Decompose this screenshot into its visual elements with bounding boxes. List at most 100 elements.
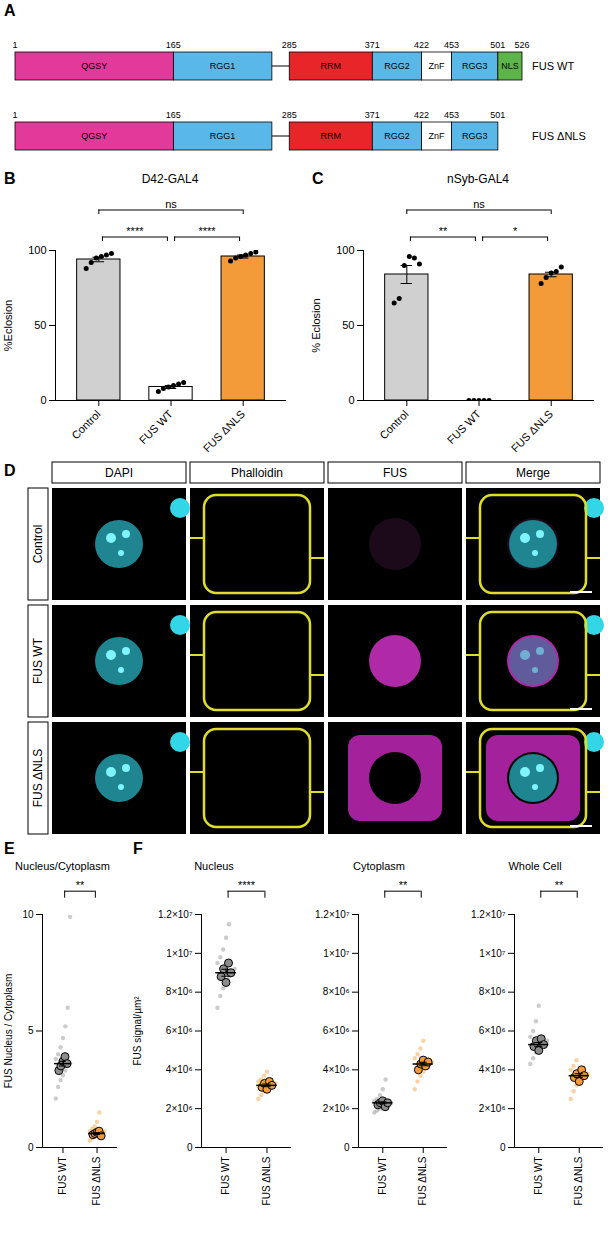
- svg-text:**: **: [555, 879, 564, 891]
- svg-text:Control: Control: [377, 408, 411, 442]
- svg-text:****: ****: [126, 225, 144, 237]
- svg-text:FUS ΔNLS: FUS ΔNLS: [201, 408, 248, 455]
- svg-text:1×10⁷: 1×10⁷: [166, 948, 193, 959]
- svg-text:FUS WT: FUS WT: [377, 1157, 388, 1195]
- svg-text:1: 1: [12, 40, 17, 50]
- svg-text:QGSY: QGSY: [81, 61, 107, 71]
- svg-text:100: 100: [28, 244, 46, 256]
- svg-text:FUS ΔNLS: FUS ΔNLS: [261, 1156, 272, 1205]
- svg-text:50: 50: [34, 319, 46, 331]
- svg-text:453: 453: [444, 40, 459, 50]
- svg-text:Merge: Merge: [516, 466, 550, 480]
- svg-text:ns: ns: [165, 198, 177, 210]
- svg-text:%Eclosion: %Eclosion: [2, 300, 14, 351]
- svg-text:285: 285: [282, 40, 297, 50]
- svg-text:**: **: [76, 879, 85, 891]
- svg-text:ZnF: ZnF: [429, 131, 446, 141]
- svg-text:4×10⁶: 4×10⁶: [166, 1064, 193, 1075]
- svg-text:Control: Control: [31, 525, 45, 564]
- svg-text:1.2×10⁷: 1.2×10⁷: [315, 909, 350, 920]
- svg-text:165: 165: [166, 40, 181, 50]
- svg-text:RRM: RRM: [321, 131, 342, 141]
- svg-text:0: 0: [344, 1142, 350, 1153]
- svg-text:371: 371: [365, 110, 380, 120]
- svg-text:FUS ΔNLS: FUS ΔNLS: [31, 749, 45, 808]
- svg-text:RGG1: RGG1: [210, 131, 236, 141]
- svg-text:ZnF: ZnF: [429, 61, 446, 71]
- svg-text:1: 1: [12, 110, 17, 120]
- svg-text:D: D: [4, 462, 16, 479]
- svg-text:165: 165: [166, 110, 181, 120]
- svg-text:QGSY: QGSY: [81, 131, 107, 141]
- svg-text:8×10⁶: 8×10⁶: [479, 986, 506, 997]
- svg-text:FUS signal/µm²: FUS signal/µm²: [132, 996, 143, 1066]
- svg-text:1×10⁷: 1×10⁷: [479, 948, 506, 959]
- svg-text:RGG2: RGG2: [384, 131, 410, 141]
- svg-text:****: ****: [199, 225, 217, 237]
- svg-text:526: 526: [514, 40, 529, 50]
- svg-text:RRM: RRM: [321, 61, 342, 71]
- svg-text:*: *: [513, 225, 518, 237]
- svg-text:5: 5: [28, 1025, 34, 1036]
- html-text:nSyb-GAL4: nSyb-GAL4: [447, 172, 509, 186]
- html-text:B: B: [4, 170, 16, 187]
- svg-text:FUS WT: FUS WT: [31, 637, 45, 684]
- svg-text:FUS Nucleus / Cytoplasm: FUS Nucleus / Cytoplasm: [3, 974, 14, 1088]
- svg-text:FUS ΔNLS: FUS ΔNLS: [509, 408, 556, 455]
- svg-text:2×10⁶: 2×10⁶: [323, 1103, 350, 1114]
- svg-text:6×10⁶: 6×10⁶: [323, 1025, 350, 1036]
- svg-text:1.2×10⁷: 1.2×10⁷: [471, 909, 506, 920]
- svg-text:FUS ΔNLS: FUS ΔNLS: [573, 1156, 584, 1205]
- svg-text:**: **: [399, 879, 408, 891]
- svg-text:RGG1: RGG1: [210, 61, 236, 71]
- svg-text:371: 371: [365, 40, 380, 50]
- svg-text:Control: Control: [69, 408, 103, 442]
- svg-text:A: A: [4, 2, 16, 19]
- svg-text:FUS: FUS: [383, 466, 407, 480]
- svg-text:1×10⁷: 1×10⁷: [323, 948, 350, 959]
- svg-text:4×10⁶: 4×10⁶: [479, 1064, 506, 1075]
- svg-text:FUS WT: FUS WT: [445, 408, 483, 446]
- svg-text:**: **: [439, 225, 448, 237]
- svg-text:422: 422: [414, 40, 429, 50]
- svg-text:RGG2: RGG2: [384, 61, 410, 71]
- svg-text:FUS ΔNLS: FUS ΔNLS: [532, 130, 586, 142]
- svg-text:FUS WT: FUS WT: [533, 1157, 544, 1195]
- svg-text:285: 285: [282, 110, 297, 120]
- svg-text:FUS ΔNLS: FUS ΔNLS: [417, 1156, 428, 1205]
- svg-text:0: 0: [348, 394, 354, 406]
- svg-text:0: 0: [28, 1142, 34, 1153]
- svg-text:422: 422: [414, 110, 429, 120]
- svg-text:% Eclosion: % Eclosion: [310, 298, 322, 352]
- svg-text:FUS WT: FUS WT: [220, 1157, 231, 1195]
- svg-text:****: ****: [238, 879, 256, 891]
- svg-text:501: 501: [490, 40, 505, 50]
- svg-text:8×10⁶: 8×10⁶: [323, 986, 350, 997]
- html-text:D42-GAL4: D42-GAL4: [141, 172, 199, 186]
- svg-text:2×10⁶: 2×10⁶: [479, 1103, 506, 1114]
- svg-text:6×10⁶: 6×10⁶: [166, 1025, 193, 1036]
- svg-text:RGG3: RGG3: [462, 61, 488, 71]
- svg-text:50: 50: [342, 319, 354, 331]
- svg-text:0: 0: [40, 394, 46, 406]
- svg-text:FUS WT: FUS WT: [57, 1157, 68, 1195]
- svg-text:8×10⁶: 8×10⁶: [166, 986, 193, 997]
- svg-text:FUS WT: FUS WT: [532, 60, 574, 72]
- svg-text:ns: ns: [473, 198, 485, 210]
- svg-text:4×10⁶: 4×10⁶: [323, 1064, 350, 1075]
- svg-text:2×10⁶: 2×10⁶: [166, 1103, 193, 1114]
- svg-text:FUS WT: FUS WT: [137, 408, 175, 446]
- svg-text:NLS: NLS: [501, 61, 519, 71]
- svg-text:RGG3: RGG3: [462, 131, 488, 141]
- svg-text:0: 0: [500, 1142, 506, 1153]
- svg-text:100: 100: [336, 244, 354, 256]
- svg-text:453: 453: [444, 110, 459, 120]
- svg-text:501: 501: [490, 110, 505, 120]
- svg-text:1.2×10⁷: 1.2×10⁷: [158, 909, 193, 920]
- svg-text:0: 0: [187, 1142, 193, 1153]
- svg-text:10: 10: [22, 909, 34, 920]
- svg-text:Phalloidin: Phalloidin: [231, 466, 283, 480]
- svg-text:DAPI: DAPI: [105, 466, 133, 480]
- svg-text:6×10⁶: 6×10⁶: [479, 1025, 506, 1036]
- svg-text:FUS ΔNLS: FUS ΔNLS: [91, 1156, 102, 1205]
